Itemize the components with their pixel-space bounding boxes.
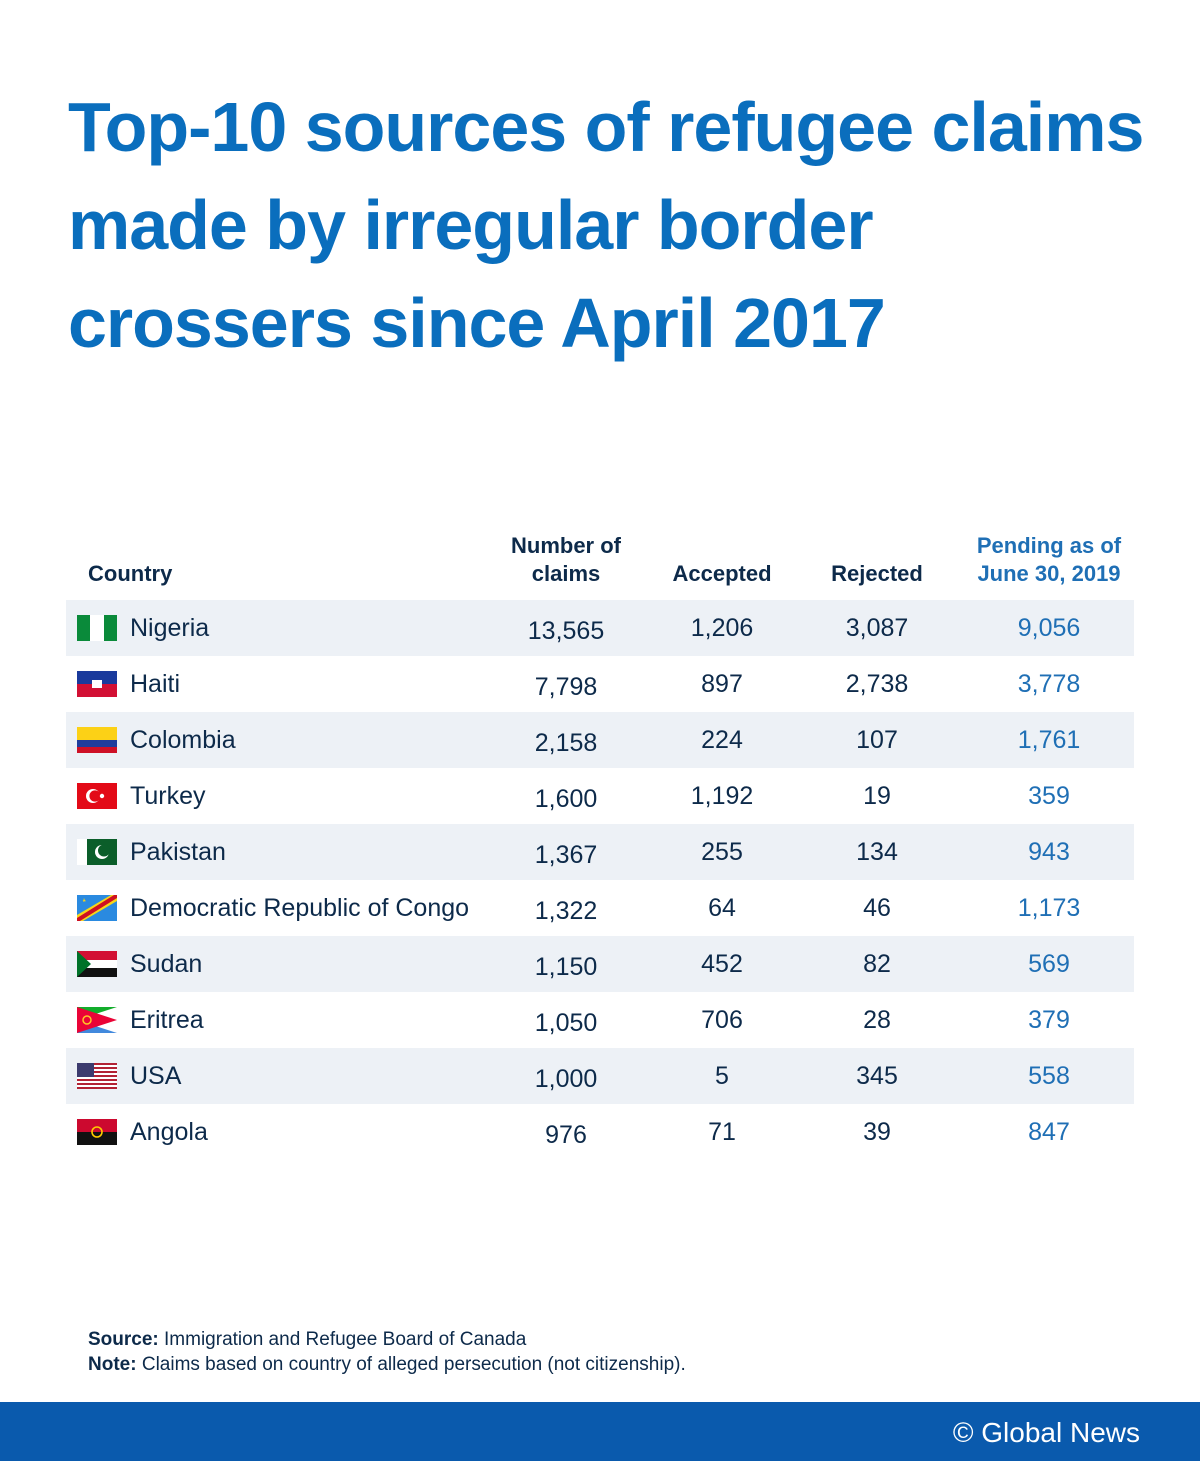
table-row: Turkey 1,600 1,192 19 359 bbox=[66, 768, 1134, 824]
table-row: Haiti 7,798 897 2,738 3,778 bbox=[66, 656, 1134, 712]
cell-value: 255 bbox=[701, 838, 743, 866]
cell-value: 1,600 bbox=[534, 785, 598, 813]
cell-value: 7,798 bbox=[534, 673, 598, 701]
cell-value: 1,173 bbox=[1017, 894, 1081, 922]
country-name: Turkey bbox=[130, 782, 206, 810]
cell-value: 345 bbox=[856, 1062, 898, 1090]
credit: © Global News bbox=[952, 1417, 1140, 1448]
cell-value: 64 bbox=[708, 894, 736, 922]
country-name: Haiti bbox=[130, 670, 181, 698]
cell-value: 1,192 bbox=[690, 782, 754, 810]
title: Top-10 sources of refugee claims made by… bbox=[68, 88, 1144, 362]
cell-value: 13,565 bbox=[527, 617, 605, 645]
column-header: Country bbox=[88, 561, 173, 586]
cell-value: 1,367 bbox=[534, 841, 598, 869]
cell-value: 46 bbox=[863, 894, 891, 922]
country-name: Eritrea bbox=[130, 1006, 204, 1034]
cell-value: 71 bbox=[708, 1118, 736, 1146]
cell-value: 847 bbox=[1028, 1118, 1070, 1146]
cell-value: 569 bbox=[1028, 950, 1070, 978]
note-text: Claims based on country of alleged perse… bbox=[141, 1354, 686, 1375]
cell-value: 3,087 bbox=[845, 614, 909, 642]
cell-value: 976 bbox=[545, 1121, 587, 1149]
cell-value: 379 bbox=[1028, 1006, 1070, 1034]
column-header: Rejected bbox=[831, 561, 923, 586]
flag-icon bbox=[77, 839, 117, 865]
cell-value: 1,050 bbox=[534, 1009, 598, 1037]
country-name: Nigeria bbox=[130, 614, 210, 642]
cell-value: 1,761 bbox=[1017, 726, 1081, 754]
cell-value: 897 bbox=[701, 670, 743, 698]
cell-value: 1,000 bbox=[534, 1065, 598, 1093]
cell-value: 134 bbox=[856, 838, 898, 866]
flag-icon bbox=[77, 783, 117, 809]
table-row: Sudan 1,150 452 82 569 bbox=[66, 936, 1134, 992]
cell-value: 943 bbox=[1028, 838, 1070, 866]
table-row: Pakistan 1,367 255 134 943 bbox=[66, 824, 1134, 880]
cell-value: 558 bbox=[1028, 1062, 1070, 1090]
flag-icon bbox=[77, 951, 117, 977]
note-label: Note: bbox=[88, 1354, 137, 1375]
footer-bar: © Global News bbox=[0, 1402, 1200, 1461]
cell-value: 1,150 bbox=[534, 953, 598, 981]
country-name: Pakistan bbox=[130, 838, 226, 866]
header-row: Country Number of claims Accepted Rejected P… bbox=[66, 528, 1134, 600]
flag-icon bbox=[77, 1007, 117, 1033]
cell-value: 2,158 bbox=[534, 729, 598, 757]
country-name: Sudan bbox=[130, 950, 203, 978]
cell-value: 3,778 bbox=[1017, 670, 1081, 698]
cell-value: 9,056 bbox=[1017, 614, 1081, 642]
flag-icon bbox=[77, 1119, 117, 1145]
cell-value: 2,738 bbox=[845, 670, 909, 698]
source: Source: Immigration and Refugee Board of… bbox=[88, 1329, 526, 1351]
flag-icon bbox=[77, 615, 117, 641]
cell-value: 359 bbox=[1028, 782, 1070, 810]
source-label: Source: bbox=[88, 1329, 159, 1350]
column-header: Number of claims bbox=[511, 533, 621, 586]
country-name: Democratic Republic of Congo bbox=[130, 894, 470, 922]
table-row: Angola 976 71 39 847 bbox=[66, 1104, 1134, 1160]
cell-value: 224 bbox=[701, 726, 743, 754]
cell-value: 5 bbox=[715, 1062, 729, 1090]
country-name: USA bbox=[130, 1062, 182, 1090]
table-row: USA 1,000 5 345 558 bbox=[66, 1048, 1134, 1104]
table-row: Nigeria 13,565 1,206 3,087 9,056 bbox=[66, 600, 1134, 656]
table-row: Colombia 2,158 224 107 1,761 bbox=[66, 712, 1134, 768]
note: Note: Claims based on country of alleged… bbox=[88, 1354, 686, 1376]
country-name: Colombia bbox=[130, 726, 236, 754]
cell-value: 452 bbox=[701, 950, 743, 978]
cell-value: 706 bbox=[701, 1006, 743, 1034]
cell-value: 82 bbox=[863, 950, 891, 978]
cell-value: 28 bbox=[863, 1006, 891, 1034]
cell-value: 1,322 bbox=[534, 897, 598, 925]
flag-icon bbox=[77, 671, 117, 697]
column-header: Pending as of June 30, 2019 bbox=[976, 533, 1122, 586]
source-text: Immigration and Refugee Board of Canada bbox=[164, 1329, 527, 1350]
flag-icon bbox=[77, 895, 117, 921]
cell-value: 1,206 bbox=[690, 614, 754, 642]
cell-value: 39 bbox=[863, 1118, 891, 1146]
table: Country Number of claims Accepted Rejected P… bbox=[66, 528, 1134, 1160]
flag-icon bbox=[77, 727, 117, 753]
cell-value: 107 bbox=[856, 726, 898, 754]
flag-icon bbox=[77, 1063, 117, 1089]
table-row: Democratic Republic of Congo 1,322 64 46 1,1… bbox=[66, 880, 1134, 936]
cell-value: 19 bbox=[863, 782, 891, 810]
country-name: Angola bbox=[130, 1118, 208, 1146]
table-row: Eritrea 1,050 706 28 379 bbox=[66, 992, 1134, 1048]
column-header: Accepted bbox=[672, 561, 772, 586]
